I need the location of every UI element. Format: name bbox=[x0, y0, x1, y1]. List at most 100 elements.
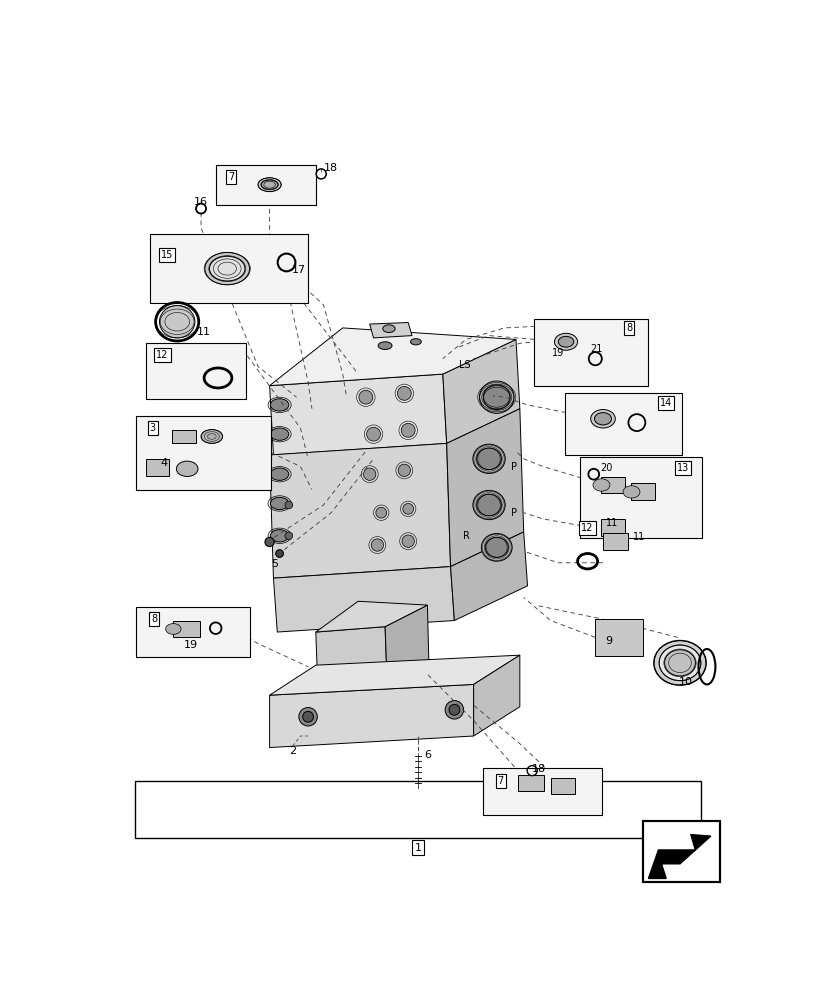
Polygon shape bbox=[269, 684, 473, 748]
Ellipse shape bbox=[205, 252, 250, 285]
Text: 19: 19 bbox=[552, 348, 565, 358]
Bar bbox=[603, 533, 628, 550]
Text: 6: 6 bbox=[424, 750, 431, 760]
Ellipse shape bbox=[481, 533, 512, 561]
Ellipse shape bbox=[472, 490, 505, 520]
Ellipse shape bbox=[623, 486, 640, 498]
Ellipse shape bbox=[210, 256, 245, 281]
Text: 7: 7 bbox=[228, 172, 234, 182]
Text: 10: 10 bbox=[679, 677, 693, 687]
Text: 18: 18 bbox=[532, 764, 546, 774]
Polygon shape bbox=[316, 601, 428, 632]
Bar bbox=[601, 477, 624, 493]
Circle shape bbox=[285, 532, 293, 540]
Bar bbox=[215, 165, 316, 205]
Bar bbox=[534, 319, 648, 386]
Text: LS: LS bbox=[459, 360, 470, 370]
Circle shape bbox=[364, 468, 376, 480]
Text: 2: 2 bbox=[289, 746, 296, 756]
Ellipse shape bbox=[480, 381, 514, 413]
Circle shape bbox=[366, 427, 380, 441]
Ellipse shape bbox=[410, 339, 421, 345]
Ellipse shape bbox=[258, 178, 282, 192]
Bar bbox=[135, 781, 701, 838]
Circle shape bbox=[299, 708, 317, 726]
Polygon shape bbox=[269, 443, 450, 578]
Bar bbox=[150, 234, 308, 303]
Ellipse shape bbox=[378, 342, 392, 349]
Text: 3: 3 bbox=[149, 423, 156, 433]
Ellipse shape bbox=[159, 306, 195, 338]
Bar bbox=[146, 343, 246, 399]
Ellipse shape bbox=[664, 650, 695, 676]
Circle shape bbox=[359, 390, 373, 404]
Polygon shape bbox=[370, 323, 412, 338]
Ellipse shape bbox=[558, 336, 574, 347]
Bar bbox=[483, 768, 602, 815]
Text: 18: 18 bbox=[324, 163, 339, 173]
Ellipse shape bbox=[593, 479, 610, 491]
Polygon shape bbox=[385, 605, 429, 690]
Bar bbox=[146, 459, 170, 476]
Circle shape bbox=[446, 701, 463, 719]
Circle shape bbox=[401, 423, 415, 437]
Text: 4: 4 bbox=[161, 458, 167, 468]
Text: 1: 1 bbox=[415, 843, 422, 853]
Bar bbox=[518, 774, 544, 791]
Polygon shape bbox=[269, 374, 446, 455]
Bar bbox=[565, 393, 681, 455]
Circle shape bbox=[397, 386, 411, 400]
Ellipse shape bbox=[270, 468, 289, 480]
Ellipse shape bbox=[472, 444, 505, 473]
Text: 16: 16 bbox=[194, 197, 208, 207]
Bar bbox=[136, 607, 251, 657]
Ellipse shape bbox=[486, 537, 508, 557]
Text: 14: 14 bbox=[660, 398, 672, 408]
Ellipse shape bbox=[483, 385, 510, 410]
Circle shape bbox=[276, 550, 283, 557]
Ellipse shape bbox=[270, 497, 289, 510]
Text: 7: 7 bbox=[498, 776, 503, 786]
Text: 20: 20 bbox=[600, 463, 612, 473]
Polygon shape bbox=[473, 655, 520, 736]
Text: 11: 11 bbox=[606, 518, 619, 528]
Bar bbox=[643, 821, 720, 882]
Text: 8: 8 bbox=[626, 323, 632, 333]
Bar bbox=[580, 457, 702, 538]
Text: 15: 15 bbox=[161, 250, 173, 260]
Polygon shape bbox=[450, 532, 527, 620]
Circle shape bbox=[403, 503, 414, 514]
Bar bbox=[172, 430, 197, 443]
Text: P: P bbox=[511, 508, 517, 518]
Circle shape bbox=[265, 537, 274, 547]
Circle shape bbox=[285, 501, 293, 509]
Text: R: R bbox=[463, 531, 469, 541]
Text: 17: 17 bbox=[292, 265, 306, 275]
Text: 19: 19 bbox=[184, 640, 198, 650]
Text: P: P bbox=[511, 462, 517, 472]
Ellipse shape bbox=[166, 624, 181, 634]
Ellipse shape bbox=[270, 399, 289, 411]
Ellipse shape bbox=[477, 448, 501, 470]
Ellipse shape bbox=[654, 641, 706, 685]
Polygon shape bbox=[273, 567, 455, 632]
Ellipse shape bbox=[591, 410, 615, 428]
Bar bbox=[596, 619, 643, 656]
Text: 11: 11 bbox=[633, 532, 645, 542]
Text: 5: 5 bbox=[272, 559, 278, 569]
Bar bbox=[551, 778, 575, 794]
Polygon shape bbox=[269, 328, 516, 386]
Ellipse shape bbox=[261, 180, 278, 189]
Text: 11: 11 bbox=[197, 327, 211, 337]
Bar bbox=[136, 416, 271, 490]
Ellipse shape bbox=[176, 461, 198, 477]
Text: 12: 12 bbox=[582, 523, 594, 533]
Ellipse shape bbox=[477, 494, 501, 516]
Ellipse shape bbox=[270, 428, 289, 440]
Circle shape bbox=[371, 539, 384, 551]
Circle shape bbox=[402, 535, 415, 547]
Bar bbox=[601, 519, 625, 536]
Polygon shape bbox=[443, 339, 520, 443]
Text: 21: 21 bbox=[591, 344, 603, 354]
Ellipse shape bbox=[383, 325, 395, 333]
